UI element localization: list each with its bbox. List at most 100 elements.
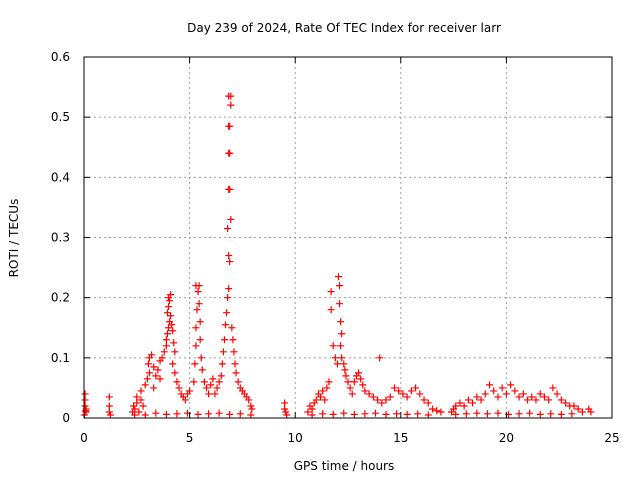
- data-point: [219, 348, 227, 356]
- data-point: [414, 410, 422, 418]
- data-point: [224, 224, 232, 232]
- data-point: [329, 410, 337, 418]
- data-point: [160, 348, 168, 356]
- data-point: [344, 378, 352, 386]
- data-point: [378, 399, 386, 407]
- data-point: [536, 410, 544, 418]
- data-point: [195, 282, 203, 290]
- data-point: [196, 318, 204, 326]
- data-point: [226, 258, 234, 266]
- y-tick-label: 0.6: [51, 50, 70, 64]
- data-point: [230, 348, 238, 356]
- data-point: [337, 342, 345, 350]
- data-point: [338, 330, 346, 338]
- data-point: [173, 410, 181, 418]
- data-point: [236, 410, 244, 418]
- data-point: [175, 384, 183, 392]
- data-point: [141, 411, 149, 419]
- data-point: [207, 381, 215, 389]
- data-point: [231, 360, 239, 368]
- data-point: [456, 399, 464, 407]
- data-point: [357, 375, 365, 383]
- data-point: [171, 369, 179, 377]
- data-point: [390, 384, 398, 392]
- data-point: [433, 407, 441, 415]
- data-point: [395, 387, 403, 395]
- data-point: [81, 390, 89, 398]
- data-point: [106, 411, 114, 419]
- data-points: [80, 92, 595, 419]
- y-tick-label: 0.5: [51, 110, 70, 124]
- data-point: [452, 402, 460, 410]
- data-point: [321, 396, 329, 404]
- data-point: [205, 390, 213, 398]
- data-point: [222, 321, 230, 329]
- axis-ticks: [83, 56, 613, 419]
- data-point: [341, 366, 349, 374]
- data-point: [213, 384, 221, 392]
- data-point: [137, 387, 145, 395]
- data-point: [403, 410, 411, 418]
- y-tick-labels: 0 0.1 0.2 0.3 0.4 0.5 0.6: [51, 50, 70, 425]
- y-tick-label: 0.4: [51, 170, 70, 184]
- data-point: [166, 297, 174, 305]
- data-point: [197, 354, 205, 362]
- data-point: [192, 324, 200, 332]
- data-point: [215, 409, 223, 417]
- data-point: [168, 321, 176, 329]
- data-point: [205, 410, 213, 418]
- data-point: [163, 330, 171, 338]
- data-point: [428, 405, 436, 413]
- x-tick-label: 15: [393, 431, 408, 445]
- data-point: [226, 122, 234, 130]
- data-point: [223, 309, 231, 317]
- data-point: [304, 408, 312, 416]
- data-point: [452, 410, 460, 418]
- data-point: [424, 399, 432, 407]
- data-point: [376, 354, 384, 362]
- data-point: [191, 360, 199, 368]
- data-point: [519, 390, 527, 398]
- data-point: [498, 384, 506, 392]
- data-point: [549, 384, 557, 392]
- y-tick-label: 0.3: [51, 231, 70, 245]
- data-point: [198, 366, 206, 374]
- data-point: [524, 396, 532, 404]
- data-point: [228, 324, 236, 332]
- data-point: [338, 354, 346, 362]
- data-point: [317, 393, 325, 401]
- data-point: [190, 378, 198, 386]
- data-point: [133, 393, 141, 401]
- data-point: [342, 372, 350, 380]
- data-point: [407, 387, 415, 395]
- data-point: [194, 410, 202, 418]
- data-point: [515, 393, 523, 401]
- data-point: [323, 384, 331, 392]
- data-point: [536, 390, 544, 398]
- data-point: [105, 393, 113, 401]
- data-point: [340, 409, 348, 417]
- data-point: [167, 312, 175, 320]
- data-point: [494, 409, 502, 417]
- data-point: [460, 402, 468, 410]
- data-point: [490, 387, 498, 395]
- data-point: [202, 384, 210, 392]
- data-point: [399, 390, 407, 398]
- data-point: [587, 408, 595, 416]
- data-point: [169, 360, 177, 368]
- data-point: [540, 393, 548, 401]
- data-point: [371, 409, 379, 417]
- data-point: [171, 348, 179, 356]
- data-point: [226, 149, 234, 157]
- data-point: [145, 369, 153, 377]
- data-point: [340, 360, 348, 368]
- data-point: [350, 378, 358, 386]
- data-point: [133, 399, 141, 407]
- data-point: [574, 405, 582, 413]
- data-point: [229, 336, 237, 344]
- data-point: [416, 390, 424, 398]
- data-point: [225, 285, 233, 293]
- data-point: [382, 396, 390, 404]
- data-point: [382, 410, 390, 418]
